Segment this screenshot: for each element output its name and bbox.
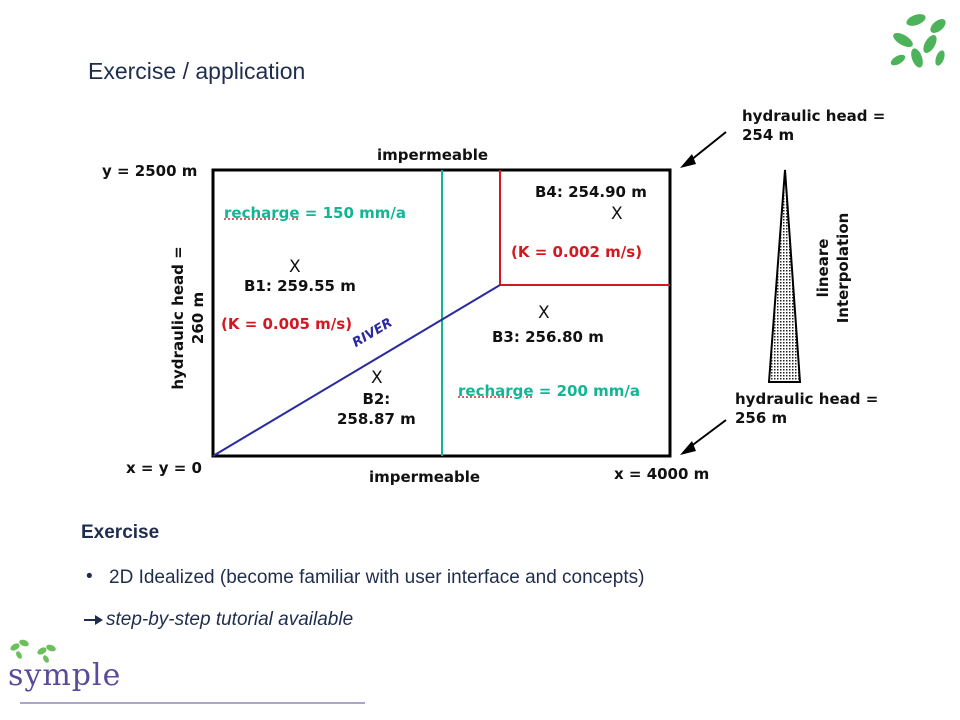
top-head-line2: 254 m: [742, 126, 795, 144]
recharge-right-label: recharge = 200 mm/a: [458, 382, 640, 400]
exercise-bullet: 2D Idealized (become familiar with user …: [109, 567, 645, 588]
well-b2-line1: B2:: [362, 390, 391, 408]
well-b3-label: B3: 256.80 m: [492, 328, 604, 346]
interpolation-line2: Interpolation: [834, 212, 852, 324]
y-max-label: y = 2500 m: [102, 162, 198, 180]
interpolation-wedge: [767, 169, 802, 383]
top-head-label: hydraulic head = 254 m: [742, 107, 885, 145]
conductivity-left-label: (K = 0.005 m/s): [221, 315, 353, 333]
recharge-left-value: = 150 mm/a: [299, 204, 406, 222]
well-b4-marker: X: [611, 204, 623, 224]
slide-title: Exercise / application: [88, 58, 306, 84]
conductivity-right-label: (K = 0.002 m/s): [511, 243, 643, 261]
well-b2-line2: 258.87 m: [337, 410, 416, 428]
recharge-left-word: recharge: [224, 204, 300, 222]
arrow-head-bottom: [680, 441, 696, 455]
origin-label: x = y = 0: [126, 459, 202, 477]
well-b3-marker: X: [538, 303, 550, 323]
interpolation-label: lineare Interpolation: [813, 213, 853, 324]
recharge-right-value: = 200 mm/a: [533, 382, 640, 400]
well-b4-label: B4: 254.90 m: [535, 183, 647, 201]
well-b1-label: B1: 259.55 m: [244, 277, 356, 295]
bottom-head-label: hydraulic head = 256 m: [735, 390, 878, 428]
top-boundary-label: impermeable: [377, 146, 489, 164]
recharge-right-word: recharge: [458, 382, 534, 400]
left-head-label: hydraulic head = 260 m: [168, 246, 208, 389]
bottom-head-line2: 256 m: [735, 409, 788, 427]
bottom-head-line1: hydraulic head =: [735, 390, 879, 408]
left-head-line2: 260 m: [189, 291, 207, 345]
well-b2-marker: X: [371, 368, 383, 388]
left-head-line1: hydraulic head =: [169, 246, 187, 390]
well-b2-label: B2: 258.87 m: [337, 389, 416, 429]
arrow-head-top: [680, 154, 696, 168]
exercise-heading: Exercise: [81, 522, 160, 543]
well-b1-marker: X: [289, 257, 301, 277]
exercise-bullet-dot: •: [86, 566, 93, 587]
symple-logo: symple: [8, 658, 122, 693]
tutorial-note: step-by-step tutorial available: [106, 609, 354, 630]
recharge-left-label: recharge = 150 mm/a: [224, 204, 406, 222]
x-max-label: x = 4000 m: [614, 465, 710, 483]
top-head-line1: hydraulic head =: [742, 107, 886, 125]
interpolation-line1: lineare: [814, 238, 832, 298]
river-line: [212, 284, 501, 457]
bottom-boundary-label: impermeable: [369, 468, 481, 486]
